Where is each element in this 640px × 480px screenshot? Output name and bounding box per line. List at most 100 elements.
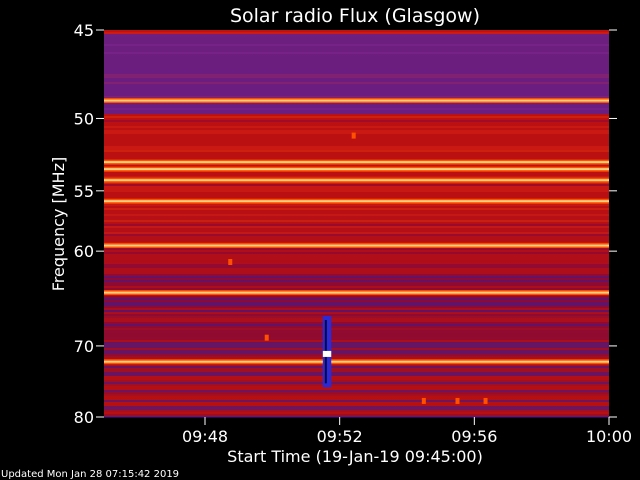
spectrogram-row <box>104 342 609 344</box>
spectrogram-row <box>104 156 609 158</box>
spectrogram-row <box>104 62 609 64</box>
spectrogram-row <box>104 382 609 384</box>
spectrogram-row <box>104 194 609 196</box>
spectrogram-row <box>104 80 609 82</box>
spectrogram-row <box>104 398 609 400</box>
spectrogram-row <box>104 358 609 360</box>
spectrogram-row <box>104 322 609 324</box>
spectrogram-row <box>104 252 609 254</box>
spectrogram-row <box>104 88 609 90</box>
spectrogram-row <box>104 408 609 410</box>
spectrogram-row <box>104 264 609 266</box>
spectrogram-row <box>104 250 609 252</box>
spectrogram-row <box>104 48 609 50</box>
hot-spot <box>351 132 356 139</box>
spectrogram-row <box>104 84 609 86</box>
spectrogram-row <box>104 72 609 74</box>
spectrogram-row <box>104 60 609 62</box>
spectrogram-row <box>104 136 609 138</box>
spectrogram-row <box>104 368 609 370</box>
spectrogram-row <box>104 40 609 42</box>
spectrogram-row <box>104 278 609 280</box>
spectrogram-row <box>104 324 609 326</box>
updated-timestamp: Updated Mon Jan 28 07:15:42 2019 <box>1 469 179 480</box>
spectrogram-row <box>104 34 609 36</box>
spectrogram-row <box>104 298 609 300</box>
spectrogram-row <box>104 304 609 306</box>
spectrogram-row <box>104 126 609 128</box>
spectrogram-row <box>104 58 609 60</box>
spectrogram-row <box>104 70 609 72</box>
spectrogram-row <box>104 122 609 124</box>
spectrogram-row <box>104 308 609 310</box>
spectrogram-row <box>104 262 609 264</box>
spectrogram-row <box>104 248 609 250</box>
spectrogram-row <box>104 78 609 80</box>
bright-band <box>104 200 609 203</box>
spectrogram-row <box>104 414 609 416</box>
spectrogram-row <box>104 46 609 48</box>
bright-band <box>104 179 609 182</box>
spectrogram-row <box>104 226 609 228</box>
spectrogram-row <box>104 266 609 268</box>
spectrogram-row <box>104 66 609 68</box>
spectrogram-row <box>104 284 609 286</box>
spectrogram-row <box>104 320 609 322</box>
spectrogram-row <box>104 344 609 346</box>
spectrogram-row <box>104 114 609 116</box>
chart-title: Solar radio Flux (Glasgow) <box>230 5 480 27</box>
spectrogram-row <box>104 288 609 290</box>
spectrogram-row <box>104 228 609 230</box>
y-tick-label: 45 <box>74 21 94 40</box>
hot-spot <box>483 397 488 404</box>
spectrogram-row <box>104 206 609 208</box>
x-tick-label: 09:52 <box>317 427 363 446</box>
spectrogram-row <box>104 350 609 352</box>
spectrogram-row <box>104 332 609 334</box>
spectrogram-row <box>104 404 609 406</box>
spectrogram-row <box>104 92 609 94</box>
spectrogram-row <box>104 296 609 298</box>
x-axis: 09:48 09:52 09:56 10:00 <box>182 417 632 446</box>
burst-peak <box>322 350 332 357</box>
spectrogram-row <box>104 44 609 46</box>
spectrogram-row <box>104 280 609 282</box>
spectrogram-row <box>104 130 609 132</box>
spectrogram-row <box>104 388 609 390</box>
spectrogram-row <box>104 394 609 396</box>
spectrogram-row <box>104 306 609 308</box>
spectrogram-row <box>104 118 609 120</box>
spectrogram-row <box>104 270 609 272</box>
spectrogram-row <box>104 140 609 142</box>
spectrogram-row <box>104 348 609 350</box>
spectrogram-row <box>104 96 609 98</box>
spectrogram-row <box>104 330 609 332</box>
spectrogram-row <box>104 396 609 398</box>
spectrogram-row <box>104 210 609 212</box>
spectrogram-row <box>104 314 609 316</box>
spectrogram-row <box>104 146 609 148</box>
spectrogram-row <box>104 54 609 56</box>
spectrogram-row <box>104 32 609 34</box>
y-tick-label: 50 <box>74 109 94 128</box>
y-tick-label: 70 <box>74 337 94 356</box>
spectrogram-row <box>104 258 609 260</box>
spectrogram-row <box>104 316 609 318</box>
spectrogram-row <box>104 36 609 38</box>
spectrogram-row <box>104 336 609 338</box>
spectrogram-row <box>104 236 609 238</box>
burst-event <box>322 315 332 388</box>
spectrogram-row <box>104 218 609 220</box>
spectrogram-row <box>104 412 609 414</box>
spectrogram-row <box>104 282 609 284</box>
spectrogram-row <box>104 182 609 184</box>
hot-spot <box>421 397 426 404</box>
spectrogram-row <box>104 390 609 392</box>
spectrogram-row <box>104 340 609 342</box>
spectrogram-row <box>104 56 609 58</box>
spectrogram-row <box>104 354 609 356</box>
spectrogram-row <box>104 302 609 304</box>
spectrogram-row <box>104 86 609 88</box>
spectrogram-row <box>104 128 609 130</box>
spectrogram-row <box>104 172 609 174</box>
